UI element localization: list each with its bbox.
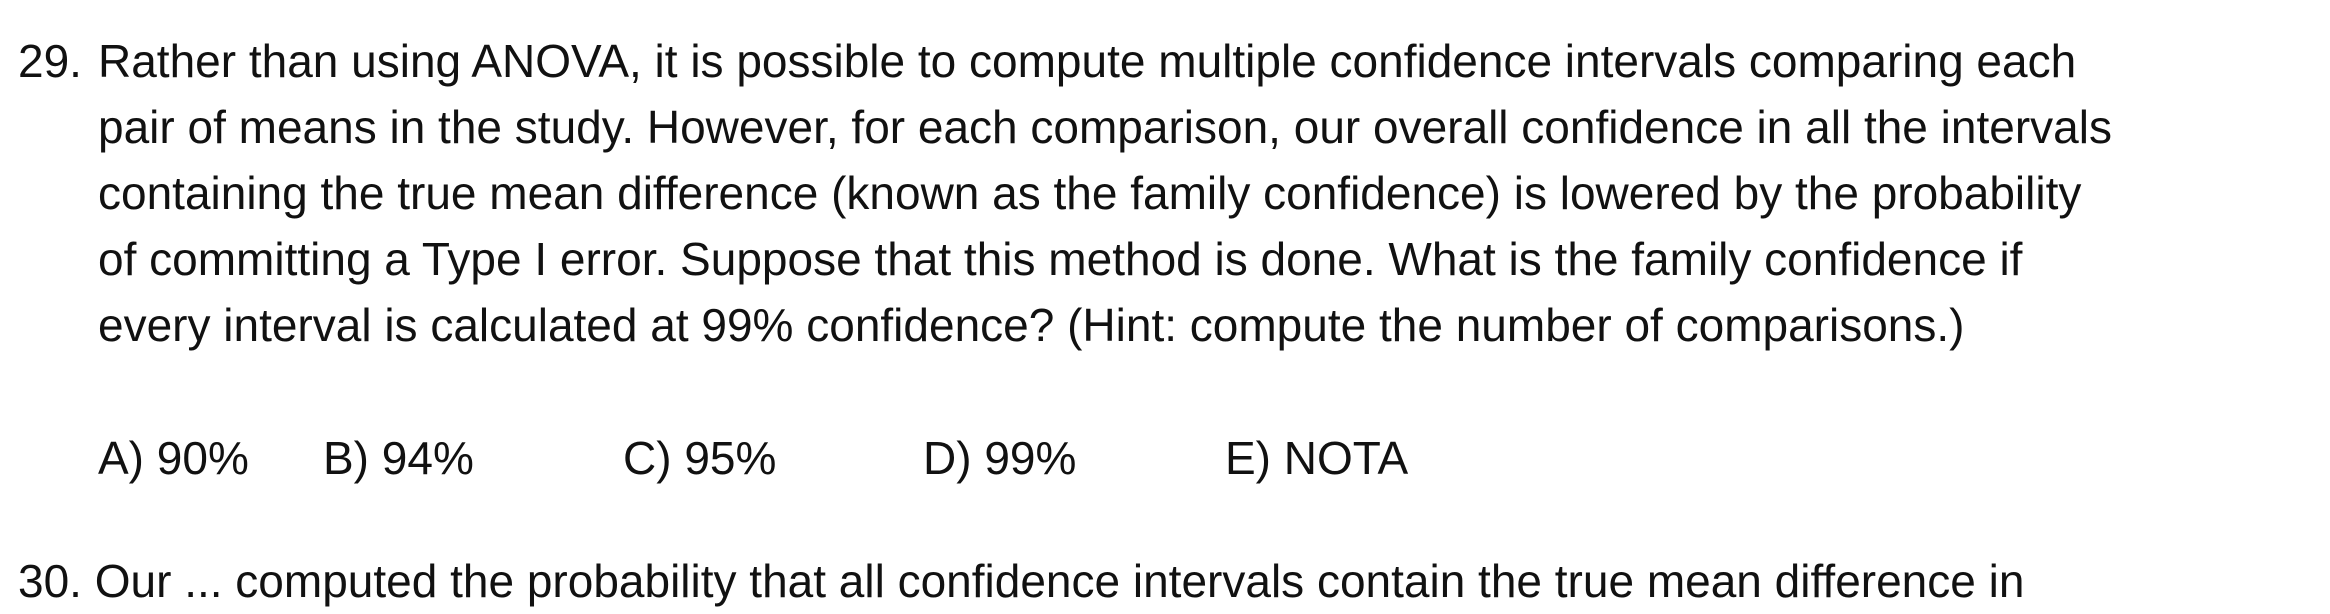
next-question-partial: 30. Our ... computed the probability tha…	[18, 555, 2025, 607]
question-number: 29.	[18, 35, 82, 87]
question-line: containing the true mean difference (kno…	[98, 167, 2082, 219]
question-line: pair of means in the study. However, for…	[98, 101, 2112, 153]
choice-e[interactable]: E) NOTA	[1225, 432, 1409, 484]
question-line: of committing a Type I error. Suppose th…	[98, 233, 2023, 285]
choice-d[interactable]: D) 99%	[923, 432, 1077, 484]
choice-a[interactable]: A) 90%	[98, 432, 249, 484]
question-line: every interval is calculated at 99% conf…	[98, 299, 1965, 351]
choice-c[interactable]: C) 95%	[623, 432, 777, 484]
answer-choices: A) 90% B) 94% C) 95% D) 99% E) NOTA	[0, 425, 2330, 495]
choice-b[interactable]: B) 94%	[323, 432, 474, 484]
question-line: Rather than using ANOVA, it is possible …	[98, 35, 2077, 87]
